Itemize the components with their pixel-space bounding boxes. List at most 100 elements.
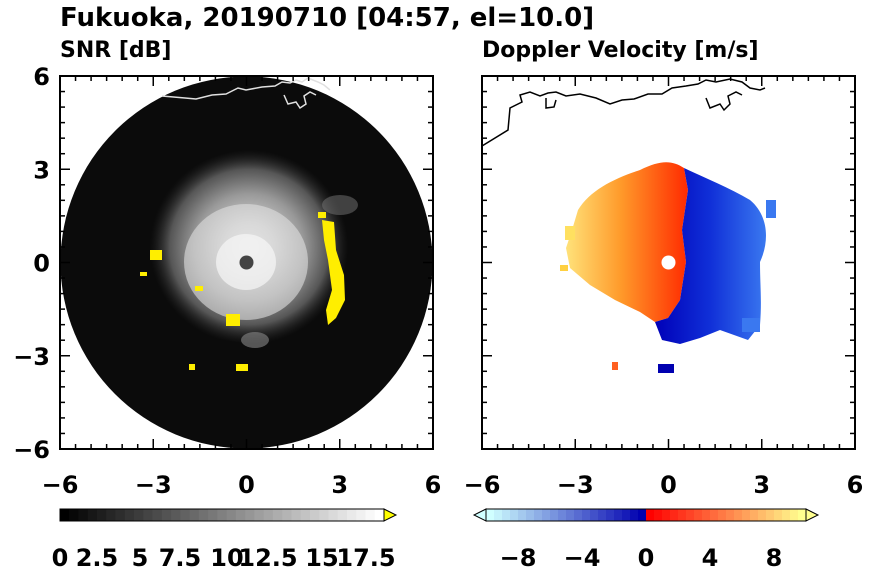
doppler-approaching-field <box>560 162 688 370</box>
snr-colorbar-bin <box>263 509 274 521</box>
doppler-axes: −6 −3 0 3 6 <box>464 75 864 499</box>
doppler-colorbar-bin <box>542 509 551 521</box>
doppler-colorbar-bin <box>526 509 535 521</box>
snr-colorbar-label: 12.5 <box>238 544 297 570</box>
snr-colorbar-label: 7.5 <box>159 544 202 570</box>
doppler-colorbar-bin <box>598 509 607 521</box>
doppler-x-tick-label: 3 <box>753 471 770 499</box>
snr-colorbar-bin <box>87 509 98 521</box>
doppler-colorbar-bin <box>614 509 623 521</box>
doppler-colorbar-bin <box>702 509 711 521</box>
snr-x-tick-label: 3 <box>331 471 348 499</box>
doppler-colorbar-arrow-left <box>472 508 487 522</box>
doppler-radar-center <box>661 255 676 270</box>
snr-axes: −6 −3 0 3 6 6 3 0 −3 −6 <box>13 63 441 499</box>
snr-colorbar-bin <box>161 509 172 521</box>
snr-colorbar-bin <box>106 509 116 521</box>
doppler-colorbar-label: 4 <box>702 544 719 570</box>
snr-colorbar-bin <box>346 509 357 521</box>
doppler-x-tick-label: −6 <box>464 471 501 499</box>
snr-colorbar-bin <box>226 509 237 521</box>
doppler-colorbar-label: 8 <box>766 544 783 570</box>
doppler-x-tick-label: −3 <box>557 471 594 499</box>
doppler-coastline <box>482 78 766 147</box>
snr-colorbar-bin <box>291 509 302 521</box>
snr-colorbar-label: 17.5 <box>336 544 395 570</box>
doppler-colorbar-bin <box>710 509 719 521</box>
snr-coastline <box>161 77 331 100</box>
snr-strong-echo <box>140 212 345 371</box>
doppler-colorbar-arrow-right <box>805 508 820 522</box>
doppler-colorbar-bin <box>590 509 599 521</box>
snr-colorbar-frame <box>59 508 385 522</box>
snr-colorbar-bin <box>254 509 265 521</box>
snr-colorbar-bin <box>152 509 163 521</box>
doppler-x-tick-label: 6 <box>847 471 864 499</box>
snr-colorbar-bin <box>374 509 385 521</box>
doppler-receding-field <box>655 168 776 373</box>
snr-colorbar-bin <box>124 509 135 521</box>
doppler-colorbar-bin <box>606 509 615 521</box>
doppler-colorbar-bin <box>678 509 687 521</box>
doppler-colorbar-bin <box>502 509 511 521</box>
doppler-colorbar-bin <box>574 509 583 521</box>
doppler-colorbar-bin <box>558 509 567 521</box>
snr-plot-area <box>60 76 433 449</box>
snr-colorbar-bin <box>282 509 292 521</box>
doppler-colorbar-frame <box>485 508 807 522</box>
doppler-plot-area <box>482 76 855 449</box>
snr-colorbar-bin <box>198 509 209 521</box>
doppler-colorbar-bin <box>582 509 591 521</box>
doppler-colorbar-bin <box>630 509 639 521</box>
snr-x-tick-label: −6 <box>42 471 79 499</box>
doppler-colorbar-bin <box>510 509 519 521</box>
snr-y-tick-label: −6 <box>13 436 50 464</box>
doppler-colorbar-label: 0 <box>638 544 655 570</box>
doppler-colorbar-bin <box>662 509 671 521</box>
snr-y-tick-label: −3 <box>13 343 50 371</box>
doppler-colorbar-bin <box>646 509 655 521</box>
snr-y-tick-label: 6 <box>33 63 50 91</box>
doppler-x-tick-label: 0 <box>660 471 677 499</box>
doppler-colorbar-bin <box>774 509 783 521</box>
snr-colorbar-bin <box>272 509 283 521</box>
snr-colorbar-bin <box>189 509 200 521</box>
snr-colorbar-label: 5 <box>132 544 149 570</box>
doppler-colorbar-bin <box>494 509 503 521</box>
doppler-panel-title: Doppler Velocity [m/s] <box>482 38 759 63</box>
doppler-colorbar-bin <box>670 509 679 521</box>
snr-colorbar-bin <box>309 509 320 521</box>
doppler-colorbar-bin <box>734 509 743 521</box>
doppler-colorbar-bin <box>726 509 735 521</box>
doppler-colorbar-label: −8 <box>500 544 537 570</box>
snr-colorbar-bin <box>134 509 144 521</box>
snr-y-tick-label: 0 <box>33 250 50 278</box>
snr-colorbar-bin <box>115 509 126 521</box>
doppler-colorbar-bin <box>790 509 799 521</box>
snr-colorbar-bin <box>180 509 190 521</box>
snr-colorbar-bin <box>235 509 246 521</box>
snr-colorbar-label: 15 <box>305 544 338 570</box>
doppler-colorbar-bin <box>758 509 767 521</box>
snr-colorbar-label: 10 <box>210 544 243 570</box>
snr-colorbar-bin <box>300 509 311 521</box>
doppler-colorbar-bin <box>782 509 791 521</box>
doppler-colorbar-bin <box>742 509 751 521</box>
doppler-colorbar-bin <box>718 509 727 521</box>
doppler-colorbar-bin <box>622 509 631 521</box>
snr-colorbar-bin <box>97 509 107 521</box>
snr-colorbar-bin <box>319 509 329 521</box>
snr-x-tick-label: −3 <box>135 471 172 499</box>
snr-y-tick-label: 3 <box>33 156 50 184</box>
doppler-colorbar-bin <box>534 509 543 521</box>
snr-panel-title: SNR [dB] <box>60 38 171 63</box>
snr-colorbar-arrow <box>383 508 398 522</box>
snr-colorbar-bin <box>78 509 89 521</box>
doppler-colorbar-bin <box>750 509 759 521</box>
doppler-colorbar-bin <box>486 509 495 521</box>
snr-colorbar-bin <box>337 509 348 521</box>
snr-colorbar-bin <box>356 509 366 521</box>
snr-colorbar-bin <box>60 509 70 521</box>
doppler-colorbar-bin <box>654 509 663 521</box>
